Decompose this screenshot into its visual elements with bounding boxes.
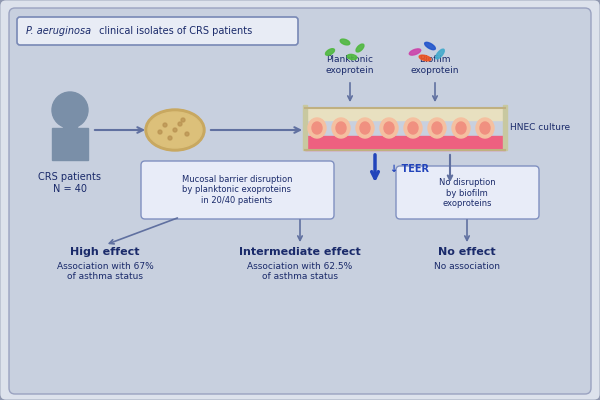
Ellipse shape — [356, 118, 374, 138]
Text: Planktonic
exoprotein: Planktonic exoprotein — [326, 55, 374, 75]
FancyBboxPatch shape — [141, 161, 334, 219]
Ellipse shape — [480, 122, 490, 134]
Text: Intermediate effect: Intermediate effect — [239, 247, 361, 257]
Ellipse shape — [432, 122, 442, 134]
FancyBboxPatch shape — [17, 17, 298, 45]
Ellipse shape — [308, 118, 326, 138]
Text: Biofilm
exoprotein: Biofilm exoprotein — [411, 55, 459, 75]
Text: High effect: High effect — [70, 247, 140, 257]
Circle shape — [168, 136, 172, 140]
Polygon shape — [52, 128, 88, 160]
Ellipse shape — [332, 118, 350, 138]
Ellipse shape — [148, 112, 202, 148]
Ellipse shape — [360, 122, 370, 134]
Ellipse shape — [436, 49, 445, 59]
Circle shape — [158, 130, 162, 134]
Bar — [63, 124, 77, 130]
Ellipse shape — [452, 118, 470, 138]
Circle shape — [178, 122, 182, 126]
Text: No association: No association — [434, 262, 500, 271]
Text: No effect: No effect — [438, 247, 496, 257]
Ellipse shape — [340, 39, 350, 45]
Text: No disruption
by biofilm
exoproteins: No disruption by biofilm exoproteins — [439, 178, 496, 208]
Ellipse shape — [384, 122, 394, 134]
Ellipse shape — [408, 122, 418, 134]
Circle shape — [185, 132, 189, 136]
Text: CRS patients
N = 40: CRS patients N = 40 — [38, 172, 101, 194]
Text: Association with 62.5%
of asthma status: Association with 62.5% of asthma status — [247, 262, 353, 282]
Text: clinical isolates of CRS patients: clinical isolates of CRS patients — [96, 26, 252, 36]
Ellipse shape — [456, 122, 466, 134]
Bar — [503, 105, 507, 150]
Ellipse shape — [404, 118, 422, 138]
Circle shape — [181, 118, 185, 122]
Ellipse shape — [425, 42, 436, 50]
Ellipse shape — [428, 118, 446, 138]
Text: ↓ TEER: ↓ TEER — [390, 164, 429, 174]
Ellipse shape — [347, 54, 357, 60]
Bar — [305, 108, 505, 120]
FancyBboxPatch shape — [9, 8, 591, 394]
Text: Mucosal barrier disruption
by planktonic exoproteins
in 20/40 patients: Mucosal barrier disruption by planktonic… — [182, 175, 292, 205]
Ellipse shape — [356, 44, 364, 52]
Text: Association with 67%
of asthma status: Association with 67% of asthma status — [56, 262, 154, 282]
Bar — [303, 105, 307, 150]
Ellipse shape — [380, 118, 398, 138]
Text: P. aeruginosa: P. aeruginosa — [26, 26, 91, 36]
FancyBboxPatch shape — [396, 166, 539, 219]
Ellipse shape — [409, 49, 421, 55]
Ellipse shape — [336, 122, 346, 134]
Bar — [305, 136, 505, 150]
Circle shape — [163, 123, 167, 127]
Ellipse shape — [325, 49, 335, 55]
Ellipse shape — [476, 118, 494, 138]
Ellipse shape — [312, 122, 322, 134]
Text: HNEC culture: HNEC culture — [510, 124, 570, 132]
Ellipse shape — [145, 109, 205, 151]
Circle shape — [173, 128, 177, 132]
Circle shape — [52, 92, 88, 128]
Ellipse shape — [419, 55, 431, 61]
